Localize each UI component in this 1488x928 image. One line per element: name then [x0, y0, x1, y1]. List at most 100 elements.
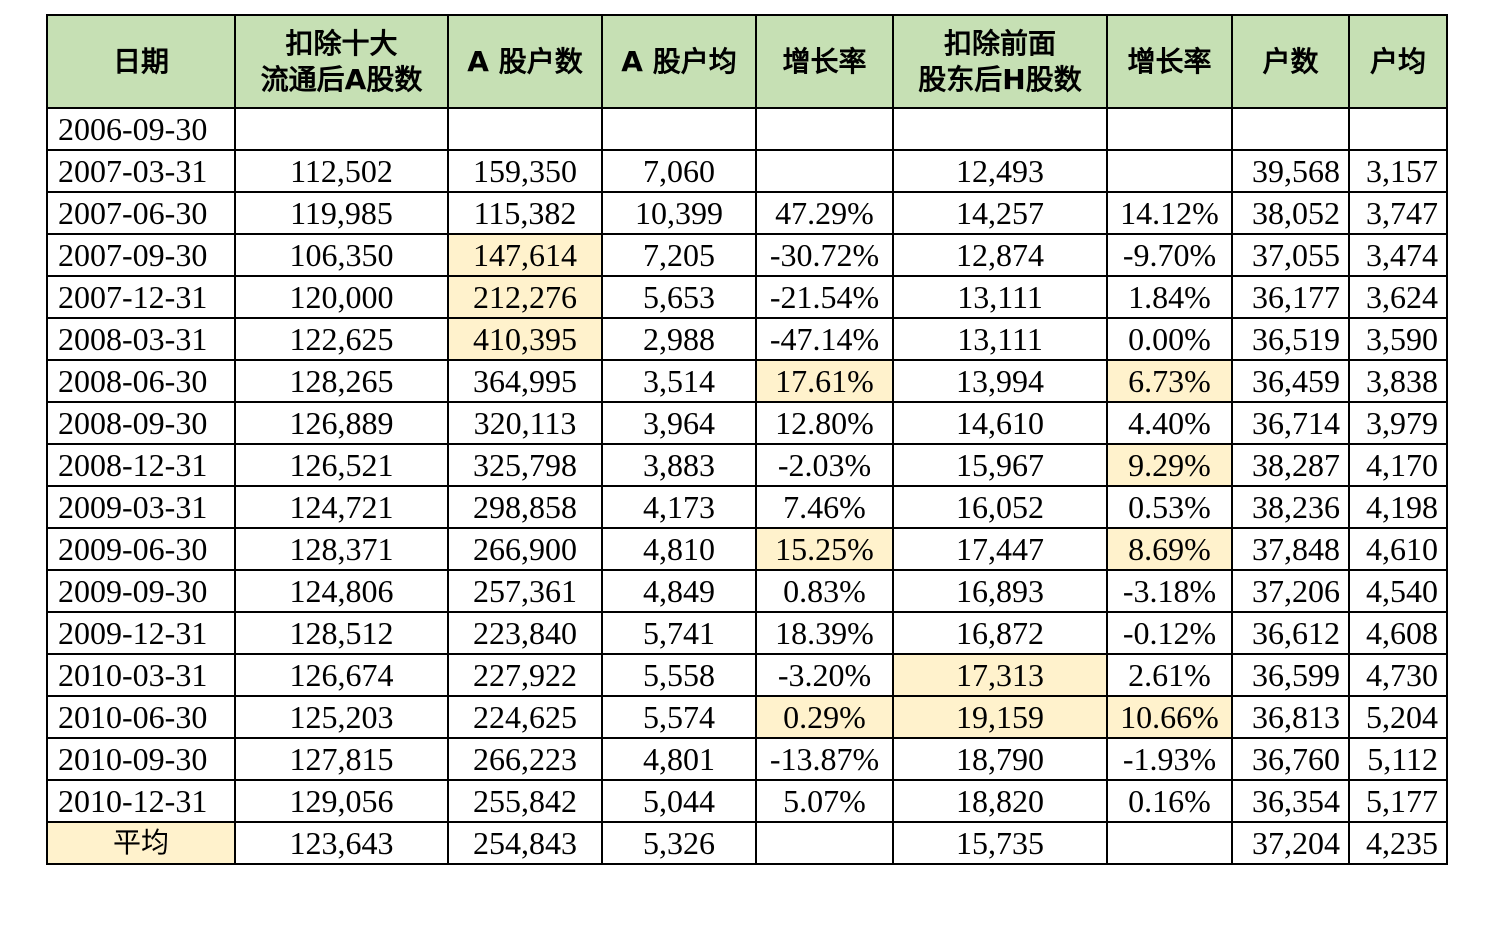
table-cell-a-shares-per-holder: 3,964 — [601, 401, 757, 445]
column-header-text: 扣除前面 — [943, 26, 1056, 60]
table-cell-h-holders: 36,354 — [1231, 779, 1350, 823]
average-label-cell: 平均 — [46, 821, 236, 865]
table-cell-a-shares-per-holder: 10,399 — [601, 191, 757, 235]
column-header-text: 日期 — [112, 44, 169, 78]
table-cell-h-shares-ex-top: 15,735 — [892, 821, 1108, 865]
table-cell-a-growth-rate: 7.46% — [755, 485, 894, 529]
column-header-a-share-holders: A 股户数 — [447, 14, 603, 109]
table-cell-h-shares-ex-top: 16,893 — [892, 569, 1108, 613]
table-cell-h-shares-ex-top: 14,610 — [892, 401, 1108, 445]
table-cell-a-shares-per-holder: 5,574 — [601, 695, 757, 739]
column-header-h-shares-ex-top: 扣除前面 股东后H股数 — [892, 14, 1108, 109]
table-cell-a-share-holders: 410,395 — [447, 317, 603, 361]
table-cell-h-shares-per-holder: 3,590 — [1348, 317, 1448, 361]
table-cell-h-shares-per-holder: 4,540 — [1348, 569, 1448, 613]
table-cell-a-shares-per-holder: 4,810 — [601, 527, 757, 571]
table-cell-h-shares-per-holder: 3,157 — [1348, 149, 1448, 193]
table-cell-a-shares-ex-top10: 126,674 — [234, 653, 449, 697]
table-cell-a-shares-per-holder: 5,558 — [601, 653, 757, 697]
table-cell-a-shares-ex-top10: 119,985 — [234, 191, 449, 235]
table-cell-h-growth-rate: 9.29% — [1106, 443, 1233, 487]
table-cell-a-shares-per-holder — [601, 107, 757, 151]
table-cell-a-growth-rate: 5.07% — [755, 779, 894, 823]
table-cell-a-growth-rate: -47.14% — [755, 317, 894, 361]
table-cell-a-shares-ex-top10: 112,502 — [234, 149, 449, 193]
date-cell: 2010-03-31 — [46, 653, 236, 697]
average-row: 平均 123,643 254,843 5,326 15,735 37,204 4,235 — [46, 821, 1448, 865]
table-cell-h-holders: 38,052 — [1231, 191, 1350, 235]
column-header-date: 日期 — [46, 14, 236, 109]
table-cell-a-shares-per-holder: 3,514 — [601, 359, 757, 403]
table-row: 2009-03-31 124,721 298,858 4,173 7.46% 16,052… — [46, 485, 1448, 529]
table-cell-h-growth-rate — [1106, 821, 1233, 865]
date-cell: 2008-06-30 — [46, 359, 236, 403]
column-header-text: 户数 — [1262, 44, 1319, 78]
table-cell-a-shares-per-holder: 7,060 — [601, 149, 757, 193]
table-cell-a-share-holders: 298,858 — [447, 485, 603, 529]
table-cell-a-growth-rate — [755, 107, 894, 151]
table-cell-a-share-holders: 325,798 — [447, 443, 603, 487]
table-cell-a-growth-rate: -2.03% — [755, 443, 894, 487]
table-cell-a-growth-rate: 17.61% — [755, 359, 894, 403]
table-cell-h-growth-rate: 8.69% — [1106, 527, 1233, 571]
table-cell-h-growth-rate: -3.18% — [1106, 569, 1233, 613]
table-cell-a-share-holders: 266,900 — [447, 527, 603, 571]
table-cell-a-shares-per-holder: 5,044 — [601, 779, 757, 823]
table-cell-h-shares-per-holder: 4,198 — [1348, 485, 1448, 529]
table-cell-a-shares-per-holder: 7,205 — [601, 233, 757, 277]
column-header-text: A 股户均 — [621, 44, 737, 78]
table-cell-a-shares-ex-top10: 124,806 — [234, 569, 449, 613]
table-cell-a-shares-ex-top10 — [234, 107, 449, 151]
table-cell-a-shares-ex-top10: 128,512 — [234, 611, 449, 655]
column-header-a-shares-ex-top10: 扣除十大 流通后A股数 — [234, 14, 449, 109]
table-cell-a-share-holders: 212,276 — [447, 275, 603, 319]
table-cell-h-shares-per-holder: 3,838 — [1348, 359, 1448, 403]
table-cell-a-growth-rate: 0.29% — [755, 695, 894, 739]
table-cell-a-share-holders: 255,842 — [447, 779, 603, 823]
table-cell-h-shares-ex-top: 15,967 — [892, 443, 1108, 487]
table-cell-a-share-holders: 320,113 — [447, 401, 603, 445]
table-row: 2009-09-30 124,806 257,361 4,849 0.83% 16,893… — [46, 569, 1448, 613]
table-cell-a-growth-rate: -13.87% — [755, 737, 894, 781]
table-cell-h-holders: 38,236 — [1231, 485, 1350, 529]
date-cell: 2007-06-30 — [46, 191, 236, 235]
table-cell-h-shares-per-holder: 3,747 — [1348, 191, 1448, 235]
table-cell-h-shares-per-holder: 4,170 — [1348, 443, 1448, 487]
table-cell-a-share-holders: 224,625 — [447, 695, 603, 739]
table-cell-h-holders: 38,287 — [1231, 443, 1350, 487]
date-cell: 2009-03-31 — [46, 485, 236, 529]
table-cell-h-holders: 36,459 — [1231, 359, 1350, 403]
column-header-text: 流通后A股数 — [260, 62, 423, 96]
table-row: 2007-12-31 120,000 212,276 5,653 -21.54% 13,1… — [46, 275, 1448, 319]
table-cell-h-shares-per-holder: 4,610 — [1348, 527, 1448, 571]
table-row: 2009-12-31 128,512 223,840 5,741 18.39% 16,87… — [46, 611, 1448, 655]
table-cell-h-shares-per-holder: 3,624 — [1348, 275, 1448, 319]
column-header-text: 扣除十大 — [285, 26, 398, 60]
table-cell-h-shares-per-holder: 3,979 — [1348, 401, 1448, 445]
table-cell-a-growth-rate: 18.39% — [755, 611, 894, 655]
table-cell-a-share-holders: 223,840 — [447, 611, 603, 655]
table-cell-a-growth-rate: 47.29% — [755, 191, 894, 235]
table-cell-h-shares-per-holder: 5,204 — [1348, 695, 1448, 739]
table-row: 2007-06-30 119,985 115,382 10,399 47.29% 14,2… — [46, 191, 1448, 235]
table-cell-a-shares-per-holder: 3,883 — [601, 443, 757, 487]
table-cell-h-shares-ex-top: 13,111 — [892, 275, 1108, 319]
table-cell-a-share-holders: 147,614 — [447, 233, 603, 277]
table-row: 2008-09-30 126,889 320,113 3,964 12.80% 14,61… — [46, 401, 1448, 445]
table-cell-a-growth-rate: 15.25% — [755, 527, 894, 571]
table-cell-a-shares-ex-top10: 126,889 — [234, 401, 449, 445]
date-cell: 2009-12-31 — [46, 611, 236, 655]
date-cell: 2007-09-30 — [46, 233, 236, 277]
table-cell-a-shares-ex-top10: 106,350 — [234, 233, 449, 277]
table-cell-a-share-holders: 364,995 — [447, 359, 603, 403]
table-cell-h-holders: 37,055 — [1231, 233, 1350, 277]
table-cell-a-share-holders: 266,223 — [447, 737, 603, 781]
table-cell-h-growth-rate: 4.40% — [1106, 401, 1233, 445]
table-row: 2009-06-30 128,371 266,900 4,810 15.25% 17,44… — [46, 527, 1448, 571]
table-cell-h-growth-rate: 14.12% — [1106, 191, 1233, 235]
table-cell-a-shares-ex-top10: 128,371 — [234, 527, 449, 571]
table-cell-a-growth-rate: 0.83% — [755, 569, 894, 613]
date-cell: 2007-03-31 — [46, 149, 236, 193]
table-cell-h-shares-per-holder: 5,177 — [1348, 779, 1448, 823]
table-cell-h-shares-per-holder: 3,474 — [1348, 233, 1448, 277]
